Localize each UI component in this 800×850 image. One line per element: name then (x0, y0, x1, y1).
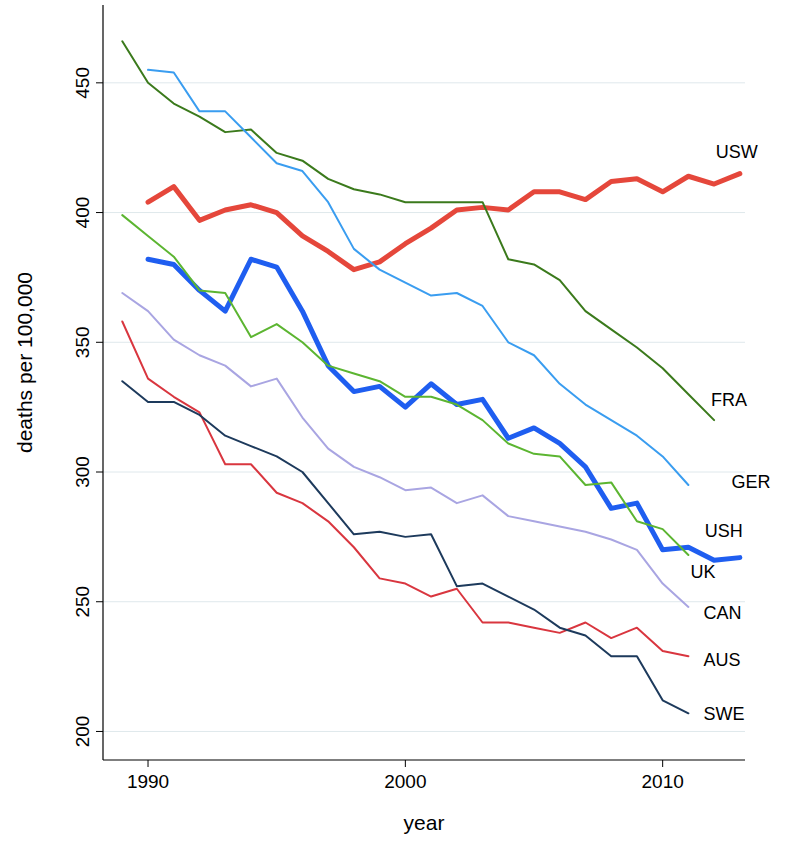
series-label: UK (690, 562, 715, 582)
series-label: USW (716, 142, 758, 162)
x-axis-label: year (404, 811, 445, 834)
y-tick-label: 350 (72, 326, 93, 358)
series-line (122, 381, 688, 713)
grid-line (103, 82, 745, 83)
x-tick-label: 2000 (384, 771, 426, 792)
chart: 200 250 300 350 400 450 1990 2000 2010 year deaths… (0, 0, 800, 850)
series-line (148, 174, 740, 270)
y-tick-label: 200 (72, 716, 93, 748)
series-line (122, 293, 688, 607)
grid-line (103, 212, 745, 213)
y-axis (102, 5, 103, 760)
series-line (122, 215, 688, 555)
series-label: FRA (711, 390, 747, 410)
x-tick-label: 1990 (127, 771, 169, 792)
y-axis-label: deaths per 100,000 (13, 272, 36, 453)
y-tick (96, 601, 103, 602)
y-tick-label: 400 (72, 197, 93, 229)
series-label: SWE (703, 704, 744, 724)
y-tick-label: 300 (72, 456, 93, 488)
grid-line (103, 472, 745, 473)
x-tick-label: 2010 (642, 771, 684, 792)
x-tick (405, 760, 406, 767)
series-label: GER (731, 472, 770, 492)
x-tick (148, 760, 149, 767)
series-line (122, 41, 714, 420)
y-tick (96, 212, 103, 213)
series-line (122, 322, 688, 657)
grid-line (103, 342, 745, 343)
x-axis (103, 759, 745, 760)
grid-line (103, 731, 745, 732)
y-tick (96, 731, 103, 732)
series-line (148, 259, 740, 560)
y-tick (96, 82, 103, 83)
y-tick (96, 472, 103, 473)
series-label: USH (705, 521, 743, 541)
y-tick (96, 342, 103, 343)
y-tick-label: 250 (72, 586, 93, 618)
series-line (148, 70, 688, 485)
series-label: CAN (703, 603, 741, 623)
grid-line (103, 601, 745, 602)
series-label: AUS (703, 650, 740, 670)
y-tick-label: 450 (72, 67, 93, 99)
x-tick (662, 760, 663, 767)
plot-area (122, 41, 740, 713)
